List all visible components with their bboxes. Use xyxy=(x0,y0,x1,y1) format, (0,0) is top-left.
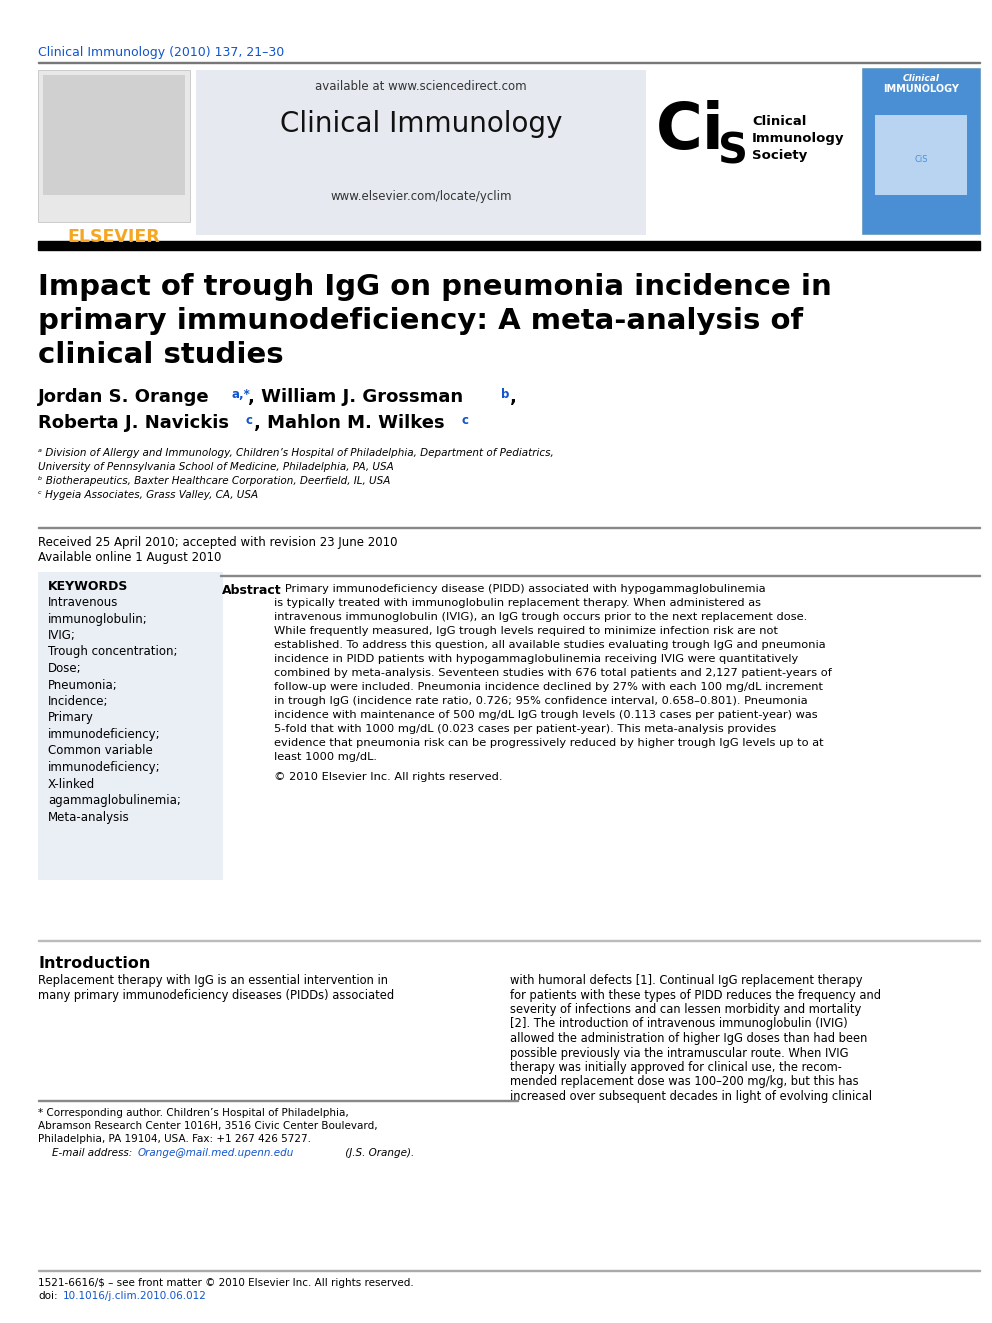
Text: incidence with maintenance of 500 mg/dL IgG trough levels (0.113 cases per patie: incidence with maintenance of 500 mg/dL … xyxy=(274,710,817,720)
Text: agammaglobulinemia;: agammaglobulinemia; xyxy=(48,794,181,807)
Text: , Mahlon M. Wilkes: , Mahlon M. Wilkes xyxy=(254,414,451,433)
Text: immunodeficiency;: immunodeficiency; xyxy=(48,728,161,741)
Text: Ci: Ci xyxy=(656,101,725,161)
Text: S: S xyxy=(718,130,748,172)
Text: many primary immunodeficiency diseases (PIDDs) associated: many primary immunodeficiency diseases (… xyxy=(38,988,394,1002)
Text: increased over subsequent decades in light of evolving clinical: increased over subsequent decades in lig… xyxy=(510,1090,872,1103)
Bar xyxy=(862,67,980,234)
Text: immunodeficiency;: immunodeficiency; xyxy=(48,761,161,774)
Text: Trough concentration;: Trough concentration; xyxy=(48,646,178,659)
Text: © 2010 Elsevier Inc. All rights reserved.: © 2010 Elsevier Inc. All rights reserved… xyxy=(274,773,503,782)
Text: www.elsevier.com/locate/yclim: www.elsevier.com/locate/yclim xyxy=(330,191,512,202)
Text: Jordan S. Orange: Jordan S. Orange xyxy=(38,388,216,406)
Text: ᵇ Biotherapeutics, Baxter Healthcare Corporation, Deerfield, IL, USA: ᵇ Biotherapeutics, Baxter Healthcare Cor… xyxy=(38,476,391,486)
Text: E-mail address:: E-mail address: xyxy=(52,1148,136,1158)
Text: , William J. Grossman: , William J. Grossman xyxy=(248,388,469,406)
Text: established. To address this question, all available studies evaluating trough I: established. To address this question, a… xyxy=(274,640,825,650)
Text: 5-fold that with 1000 mg/dL (0.023 cases per patient-year). This meta-analysis p: 5-fold that with 1000 mg/dL (0.023 cases… xyxy=(274,724,777,734)
Text: evidence that pneumonia risk can be progressively reduced by higher trough IgG l: evidence that pneumonia risk can be prog… xyxy=(274,738,823,747)
Text: mended replacement dose was 100–200 mg/kg, but this has: mended replacement dose was 100–200 mg/k… xyxy=(510,1076,859,1089)
Text: c: c xyxy=(246,414,253,427)
Text: intravenous immunoglobulin (IVIG), an IgG trough occurs prior to the next replac: intravenous immunoglobulin (IVIG), an Ig… xyxy=(274,613,807,622)
Text: combined by meta-analysis. Seventeen studies with 676 total patients and 2,127 p: combined by meta-analysis. Seventeen stu… xyxy=(274,668,832,677)
Text: Primary immunodeficiency disease (PIDD) associated with hypogammaglobulinemia: Primary immunodeficiency disease (PIDD) … xyxy=(274,583,766,594)
Text: 1521-6616/$ – see front matter © 2010 Elsevier Inc. All rights reserved.: 1521-6616/$ – see front matter © 2010 El… xyxy=(38,1278,414,1289)
Bar xyxy=(196,70,646,235)
Text: Clinical Immunology: Clinical Immunology xyxy=(280,110,562,138)
Text: least 1000 mg/dL.: least 1000 mg/dL. xyxy=(274,751,377,762)
Text: IMMUNOLOGY: IMMUNOLOGY xyxy=(883,83,959,94)
Text: Received 25 April 2010; accepted with revision 23 June 2010: Received 25 April 2010; accepted with re… xyxy=(38,536,398,549)
Text: Dose;: Dose; xyxy=(48,662,81,675)
Text: incidence in PIDD patients with hypogammaglobulinemia receiving IVIG were quanti: incidence in PIDD patients with hypogamm… xyxy=(274,654,799,664)
Text: Abramson Research Center 1016H, 3516 Civic Center Boulevard,: Abramson Research Center 1016H, 3516 Civ… xyxy=(38,1121,378,1131)
Text: University of Pennsylvania School of Medicine, Philadelphia, PA, USA: University of Pennsylvania School of Med… xyxy=(38,462,394,472)
Text: therapy was initially approved for clinical use, the recom-: therapy was initially approved for clini… xyxy=(510,1061,842,1074)
Text: [2]. The introduction of intravenous immunoglobulin (IVIG): [2]. The introduction of intravenous imm… xyxy=(510,1017,848,1031)
Text: severity of infections and can lessen morbidity and mortality: severity of infections and can lessen mo… xyxy=(510,1003,861,1016)
Text: b: b xyxy=(501,388,509,401)
Text: is typically treated with immunoglobulin replacement therapy. When administered : is typically treated with immunoglobulin… xyxy=(274,598,761,609)
Text: possible previously via the intramuscular route. When IVIG: possible previously via the intramuscula… xyxy=(510,1046,848,1060)
Bar xyxy=(38,572,223,880)
Text: clinical studies: clinical studies xyxy=(38,341,284,369)
Text: follow-up were included. Pneumonia incidence declined by 27% with each 100 mg/dL: follow-up were included. Pneumonia incid… xyxy=(274,681,823,692)
Text: c: c xyxy=(462,414,469,427)
Text: Clinical: Clinical xyxy=(903,74,939,83)
Text: Roberta J. Navickis: Roberta J. Navickis xyxy=(38,414,235,433)
Text: While frequently measured, IgG trough levels required to minimize infection risk: While frequently measured, IgG trough le… xyxy=(274,626,778,636)
Text: Incidence;: Incidence; xyxy=(48,695,108,708)
Text: * Corresponding author. Children’s Hospital of Philadelphia,: * Corresponding author. Children’s Hospi… xyxy=(38,1107,349,1118)
Text: Meta-analysis: Meta-analysis xyxy=(48,811,130,823)
Text: in trough IgG (incidence rate ratio, 0.726; 95% confidence interval, 0.658–0.801: in trough IgG (incidence rate ratio, 0.7… xyxy=(274,696,807,706)
Text: allowed the administration of higher IgG doses than had been: allowed the administration of higher IgG… xyxy=(510,1032,867,1045)
Text: Introduction: Introduction xyxy=(38,957,151,971)
Text: (J.S. Orange).: (J.S. Orange). xyxy=(342,1148,415,1158)
Text: Clinical
Immunology
Society: Clinical Immunology Society xyxy=(752,115,844,161)
Text: ,: , xyxy=(510,388,517,406)
Text: Replacement therapy with IgG is an essential intervention in: Replacement therapy with IgG is an essen… xyxy=(38,974,388,987)
Text: Available online 1 August 2010: Available online 1 August 2010 xyxy=(38,550,221,564)
Bar xyxy=(38,241,980,250)
Text: available at www.sciencedirect.com: available at www.sciencedirect.com xyxy=(315,79,527,93)
Text: Clinical Immunology (2010) 137, 21–30: Clinical Immunology (2010) 137, 21–30 xyxy=(38,46,285,60)
Text: ᶜ Hygeia Associates, Grass Valley, CA, USA: ᶜ Hygeia Associates, Grass Valley, CA, U… xyxy=(38,490,258,500)
Text: immunoglobulin;: immunoglobulin; xyxy=(48,613,148,626)
Text: doi:: doi: xyxy=(38,1291,58,1301)
Text: primary immunodeficiency: A meta-analysis of: primary immunodeficiency: A meta-analysi… xyxy=(38,307,804,335)
Text: Impact of trough IgG on pneumonia incidence in: Impact of trough IgG on pneumonia incide… xyxy=(38,273,831,302)
Bar xyxy=(43,75,185,194)
Text: Common variable: Common variable xyxy=(48,745,153,758)
Text: Primary: Primary xyxy=(48,712,94,725)
Text: KEYWORDS: KEYWORDS xyxy=(48,579,128,593)
Text: ᵃ Division of Allergy and Immunology, Children’s Hospital of Philadelphia, Depar: ᵃ Division of Allergy and Immunology, Ch… xyxy=(38,448,554,458)
Text: 10.1016/j.clim.2010.06.012: 10.1016/j.clim.2010.06.012 xyxy=(63,1291,207,1301)
Text: X-linked: X-linked xyxy=(48,778,95,791)
Text: a,*: a,* xyxy=(231,388,250,401)
Text: Philadelphia, PA 19104, USA. Fax: +1 267 426 5727.: Philadelphia, PA 19104, USA. Fax: +1 267… xyxy=(38,1134,311,1144)
Text: IVIG;: IVIG; xyxy=(48,628,75,642)
Text: Pneumonia;: Pneumonia; xyxy=(48,679,118,692)
Text: with humoral defects [1]. Continual IgG replacement therapy: with humoral defects [1]. Continual IgG … xyxy=(510,974,862,987)
Bar xyxy=(38,70,190,222)
Bar xyxy=(875,115,967,194)
Text: Intravenous: Intravenous xyxy=(48,595,118,609)
Text: Abstract: Abstract xyxy=(222,583,282,597)
Text: ELSEVIER: ELSEVIER xyxy=(67,228,161,246)
Text: for patients with these types of PIDD reduces the frequency and: for patients with these types of PIDD re… xyxy=(510,988,881,1002)
Text: CiS: CiS xyxy=(915,155,928,164)
Text: Orange@mail.med.upenn.edu: Orange@mail.med.upenn.edu xyxy=(138,1148,295,1158)
